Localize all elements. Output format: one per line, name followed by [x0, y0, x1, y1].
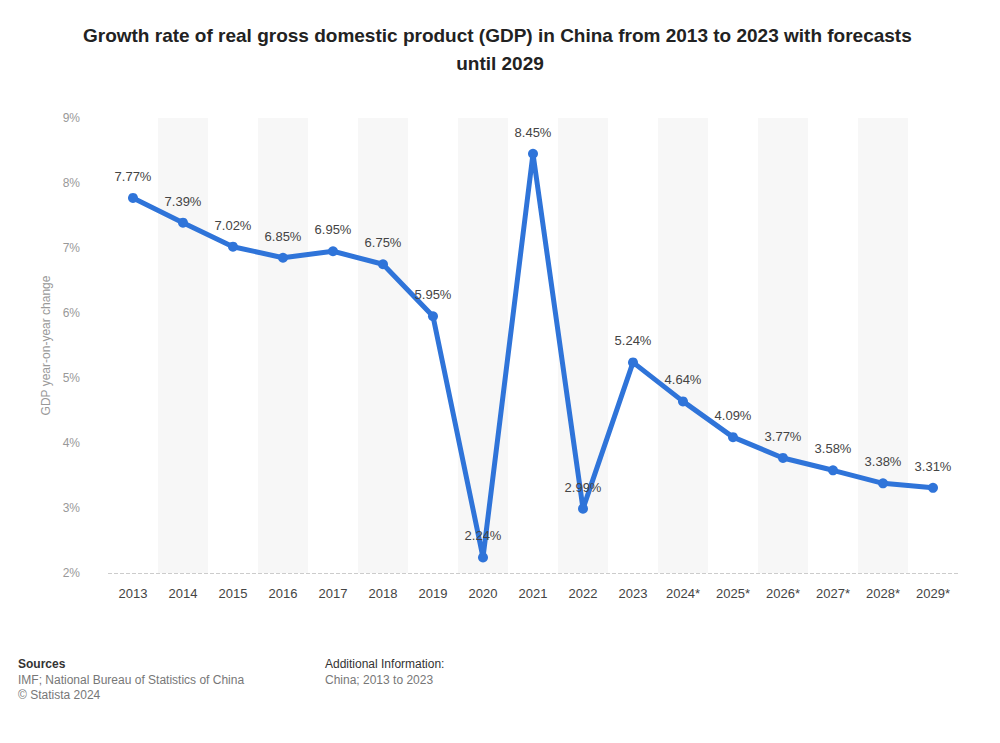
svg-text:2018: 2018: [369, 586, 398, 601]
svg-text:2022: 2022: [569, 586, 598, 601]
svg-text:2017: 2017: [319, 586, 348, 601]
svg-text:Growth rate of real gross dome: Growth rate of real gross domestic produ…: [83, 25, 917, 46]
svg-text:6.95%: 6.95%: [315, 222, 352, 237]
svg-text:Sources: Sources: [18, 657, 66, 671]
svg-text:7.77%: 7.77%: [115, 169, 152, 184]
svg-text:GDP year-on-year change: GDP year-on-year change: [39, 275, 53, 415]
svg-text:2026*: 2026*: [766, 586, 800, 601]
svg-text:2020: 2020: [469, 586, 498, 601]
svg-text:7.39%: 7.39%: [165, 194, 202, 209]
svg-text:2029*: 2029*: [916, 586, 950, 601]
svg-text:4.64%: 4.64%: [665, 372, 702, 387]
svg-text:3.31%: 3.31%: [915, 459, 952, 474]
svg-text:2013: 2013: [119, 586, 148, 601]
svg-text:8.45%: 8.45%: [515, 125, 552, 140]
svg-text:3%: 3%: [63, 501, 81, 515]
svg-text:2023: 2023: [619, 586, 648, 601]
svg-text:Additional Information:: Additional Information:: [325, 657, 444, 671]
svg-text:until 2029: until 2029: [456, 53, 544, 74]
svg-text:3.58%: 3.58%: [815, 441, 852, 456]
svg-text:2.24%: 2.24%: [465, 528, 502, 543]
svg-text:2.99%: 2.99%: [565, 480, 602, 495]
svg-text:2014: 2014: [169, 586, 198, 601]
svg-text:2%: 2%: [63, 566, 81, 580]
svg-text:7.02%: 7.02%: [215, 218, 252, 233]
svg-text:4%: 4%: [63, 436, 81, 450]
svg-text:2028*: 2028*: [866, 586, 900, 601]
svg-text:2019: 2019: [419, 586, 448, 601]
svg-text:6.85%: 6.85%: [265, 229, 302, 244]
svg-text:2027*: 2027*: [816, 586, 850, 601]
svg-text:2021: 2021: [519, 586, 548, 601]
svg-text:5.24%: 5.24%: [615, 333, 652, 348]
svg-text:6%: 6%: [63, 306, 81, 320]
svg-text:7%: 7%: [63, 241, 81, 255]
svg-text:IMF; National Bureau of Statis: IMF; National Bureau of Statistics of Ch…: [18, 673, 244, 687]
svg-text:2016: 2016: [269, 586, 298, 601]
svg-text:9%: 9%: [63, 111, 81, 125]
svg-text:2015: 2015: [219, 586, 248, 601]
svg-text:2024*: 2024*: [666, 586, 700, 601]
svg-text:8%: 8%: [63, 176, 81, 190]
svg-text:6.75%: 6.75%: [365, 235, 402, 250]
svg-text:5.95%: 5.95%: [415, 287, 452, 302]
svg-text:4.09%: 4.09%: [715, 408, 752, 423]
svg-text:3.38%: 3.38%: [865, 454, 902, 469]
svg-text:China; 2013 to 2023: China; 2013 to 2023: [325, 673, 433, 687]
svg-text:© Statista 2024: © Statista 2024: [18, 688, 101, 702]
svg-text:2025*: 2025*: [716, 586, 750, 601]
svg-text:5%: 5%: [63, 371, 81, 385]
svg-text:3.77%: 3.77%: [765, 429, 802, 444]
